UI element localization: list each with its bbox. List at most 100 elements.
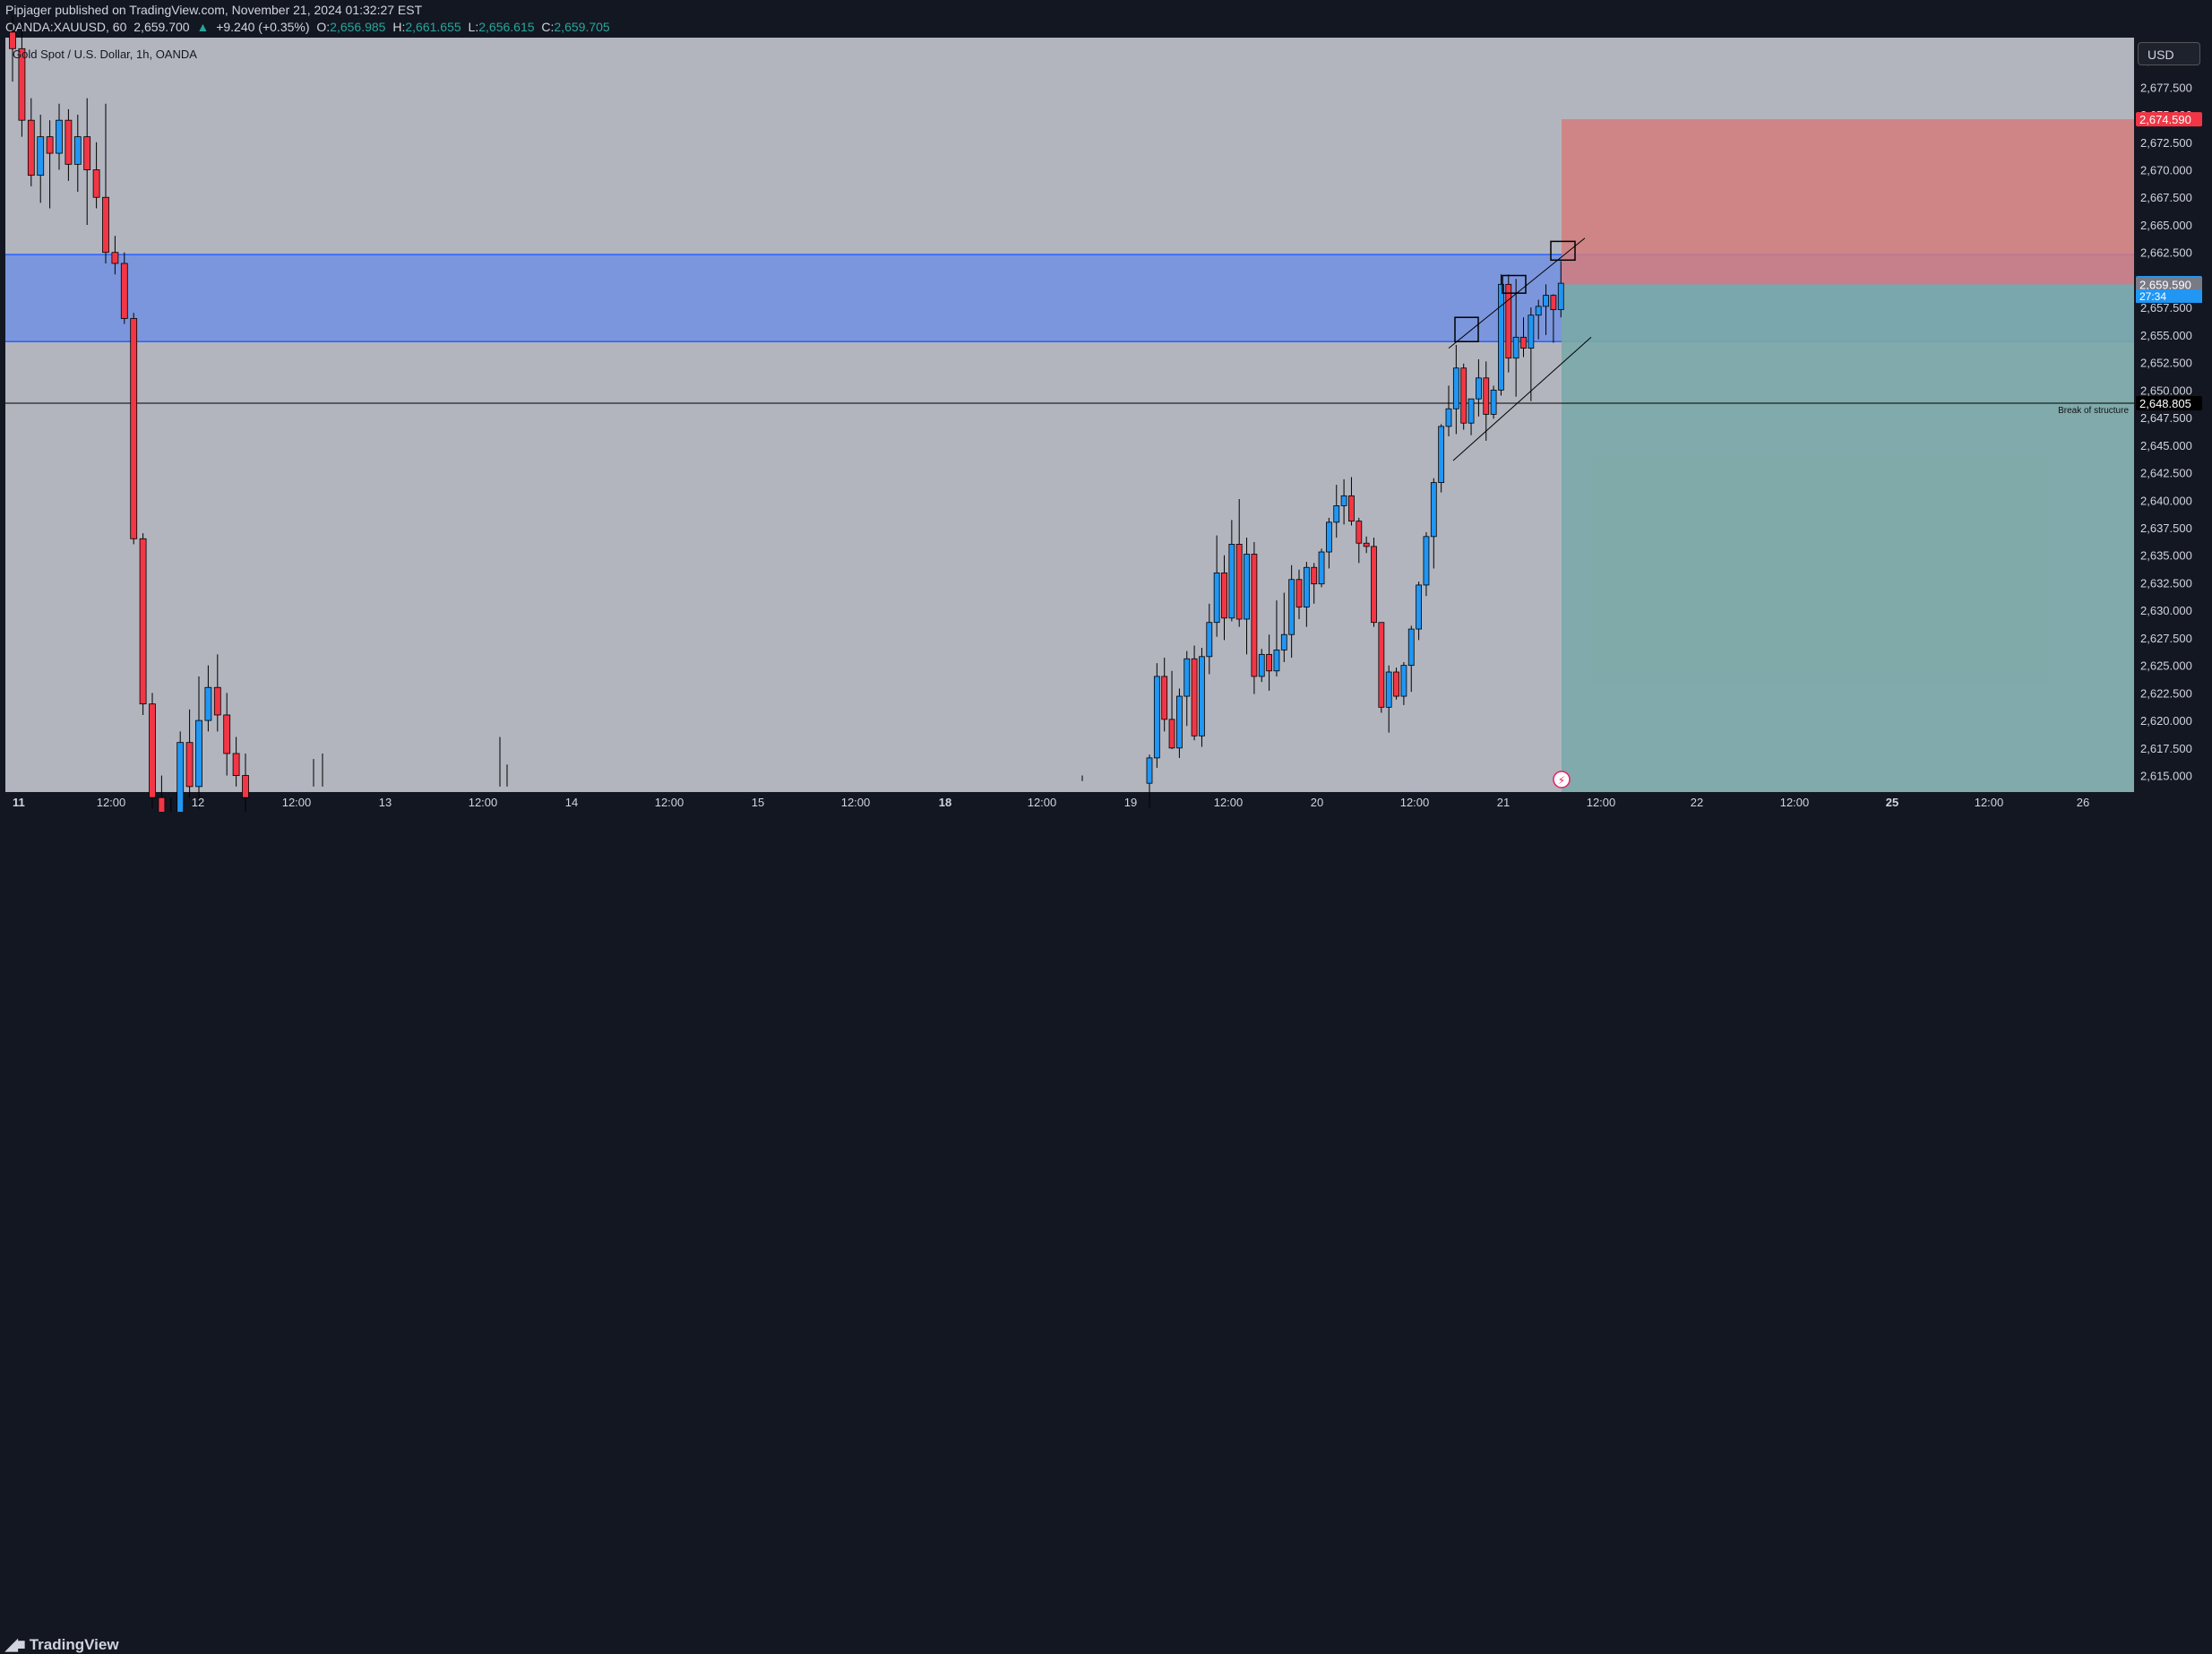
- break-of-structure-label: Break of structure: [2058, 406, 2129, 416]
- tradingview-logo-icon: ◢■: [5, 1635, 26, 1653]
- marker-box-1: [1454, 316, 1479, 343]
- recent-candle-1: [1153, 676, 1160, 759]
- y-tick-label-17: 2,637.500: [2140, 521, 2192, 535]
- currency-button[interactable]: USD: [2138, 42, 2200, 65]
- recent-candle-16: [1266, 653, 1272, 672]
- recent-candle-34: [1400, 665, 1407, 697]
- recent-candle-0: [1146, 757, 1153, 784]
- recent-candle-44: [1476, 377, 1482, 400]
- early-candle-10: [102, 196, 109, 254]
- recent-candle-22: [1311, 566, 1318, 585]
- recent-candle-26: [1340, 495, 1347, 506]
- x-tick-label-2: 12: [192, 796, 204, 809]
- recent-candle-28: [1356, 521, 1363, 544]
- y-tick-label-12: 2,650.000: [2140, 383, 2192, 397]
- early-candle-1: [18, 47, 26, 121]
- recent-candle-21: [1303, 566, 1310, 607]
- price-label-bg-4: [2136, 396, 2202, 411]
- x-tick-label-18: 22: [1691, 796, 1703, 809]
- recent-candle-30: [1371, 546, 1377, 624]
- recent-candle-25: [1333, 505, 1340, 523]
- y-tick-label-23: 2,622.500: [2140, 686, 2192, 700]
- price-label-bg-0: [2136, 112, 2202, 127]
- early-candle-12: [120, 263, 128, 319]
- early-candle-4: [46, 136, 54, 154]
- y-tick-label-15: 2,642.500: [2140, 467, 2192, 480]
- y-tick-label-13: 2,647.500: [2140, 411, 2192, 425]
- x-tick-label-22: 26: [2077, 796, 2089, 809]
- x-tick-label-7: 12:00: [655, 796, 684, 809]
- x-tick-label-8: 15: [752, 796, 764, 809]
- early-candle-8: [83, 136, 91, 170]
- early-candle-0: [9, 31, 16, 49]
- chart-footer: ◢■ TradingView: [0, 812, 2212, 1653]
- recent-candle-33: [1393, 671, 1399, 697]
- recent-candle-37: [1423, 536, 1430, 586]
- x-tick-label-5: 12:00: [469, 796, 498, 809]
- lightning-glyph: ⚡: [1558, 774, 1565, 787]
- recent-candle-35: [1407, 628, 1415, 667]
- x-tick-label-6: 14: [565, 796, 578, 809]
- recent-candle-18: [1280, 633, 1287, 650]
- recent-candle-39: [1438, 426, 1445, 483]
- y-tick-label-22: 2,625.000: [2140, 659, 2192, 673]
- early-candle-2: [27, 119, 35, 177]
- recent-candle-55: [1557, 282, 1564, 311]
- recent-candle-52: [1535, 306, 1542, 316]
- recent-candle-27: [1348, 495, 1355, 522]
- recent-candle-20: [1295, 579, 1303, 607]
- recent-candle-47: [1498, 283, 1504, 391]
- recent-candle-24: [1326, 521, 1332, 553]
- early-candle-3: [37, 136, 45, 177]
- recent-candle-41: [1452, 367, 1459, 409]
- x-tick-label-10: 18: [939, 796, 951, 809]
- recent-candle-10: [1221, 572, 1227, 619]
- recent-candle-13: [1244, 554, 1250, 620]
- recent-candle-12: [1235, 544, 1243, 620]
- price-axis: [2134, 38, 2212, 792]
- y-tick-label-20: 2,630.000: [2140, 604, 2192, 617]
- tradingview-brand[interactable]: ◢■ TradingView: [5, 1635, 119, 1654]
- y-tick-label-11: 2,652.500: [2140, 357, 2192, 370]
- early-candle-9: [92, 169, 100, 198]
- recent-candle-36: [1416, 584, 1422, 630]
- brand-text: TradingView: [29, 1635, 119, 1653]
- recent-candle-42: [1460, 367, 1467, 424]
- x-tick-label-3: 12:00: [282, 796, 312, 809]
- recent-candle-51: [1528, 314, 1535, 349]
- recent-candle-43: [1467, 398, 1475, 424]
- x-tick-label-16: 21: [1497, 796, 1510, 809]
- recent-candle-19: [1288, 579, 1295, 635]
- x-tick-label-9: 12:00: [841, 796, 871, 809]
- price-change: +9.240 (+0.35%): [216, 20, 310, 34]
- recent-candle-40: [1445, 408, 1452, 427]
- early-candle-23: [223, 714, 231, 754]
- recent-candle-46: [1490, 389, 1497, 415]
- marker-box-2: [1502, 274, 1527, 294]
- recent-candle-17: [1273, 650, 1280, 672]
- recent-candle-8: [1206, 622, 1213, 658]
- early-candle-5: [56, 119, 63, 154]
- chart-canvas[interactable]: Break of structure ⚡ Gold Spot / U.S. Doll…: [0, 0, 2212, 850]
- recent-candle-2: [1161, 676, 1168, 720]
- early-candle-25: [242, 775, 249, 798]
- x-tick-label-15: 12:00: [1400, 796, 1430, 809]
- early-candle-13: [130, 318, 138, 539]
- last-price: 2,659.700: [133, 20, 190, 34]
- x-tick-label-4: 13: [379, 796, 392, 809]
- x-tick-label-1: 12:00: [97, 796, 126, 809]
- early-candle-24: [232, 753, 240, 776]
- y-tick-label-4: 2,670.000: [2140, 164, 2192, 177]
- symbol-label[interactable]: OANDA:XAUUSD, 60: [5, 20, 127, 34]
- open-value: 2,656.985: [330, 20, 386, 34]
- early-candle-11: [111, 252, 119, 264]
- y-tick-label-6: 2,665.000: [2140, 219, 2192, 232]
- y-tick-label-16: 2,640.000: [2140, 494, 2192, 507]
- up-arrow-icon: ▲: [196, 20, 210, 34]
- publisher-line: Pipjager published on TradingView.com, N…: [5, 3, 426, 17]
- low-value: 2,656.615: [478, 20, 535, 34]
- recent-candle-15: [1258, 653, 1265, 677]
- recent-candle-32: [1385, 671, 1392, 708]
- close-value: 2,659.705: [554, 20, 610, 34]
- y-tick-label-26: 2,615.000: [2140, 770, 2192, 783]
